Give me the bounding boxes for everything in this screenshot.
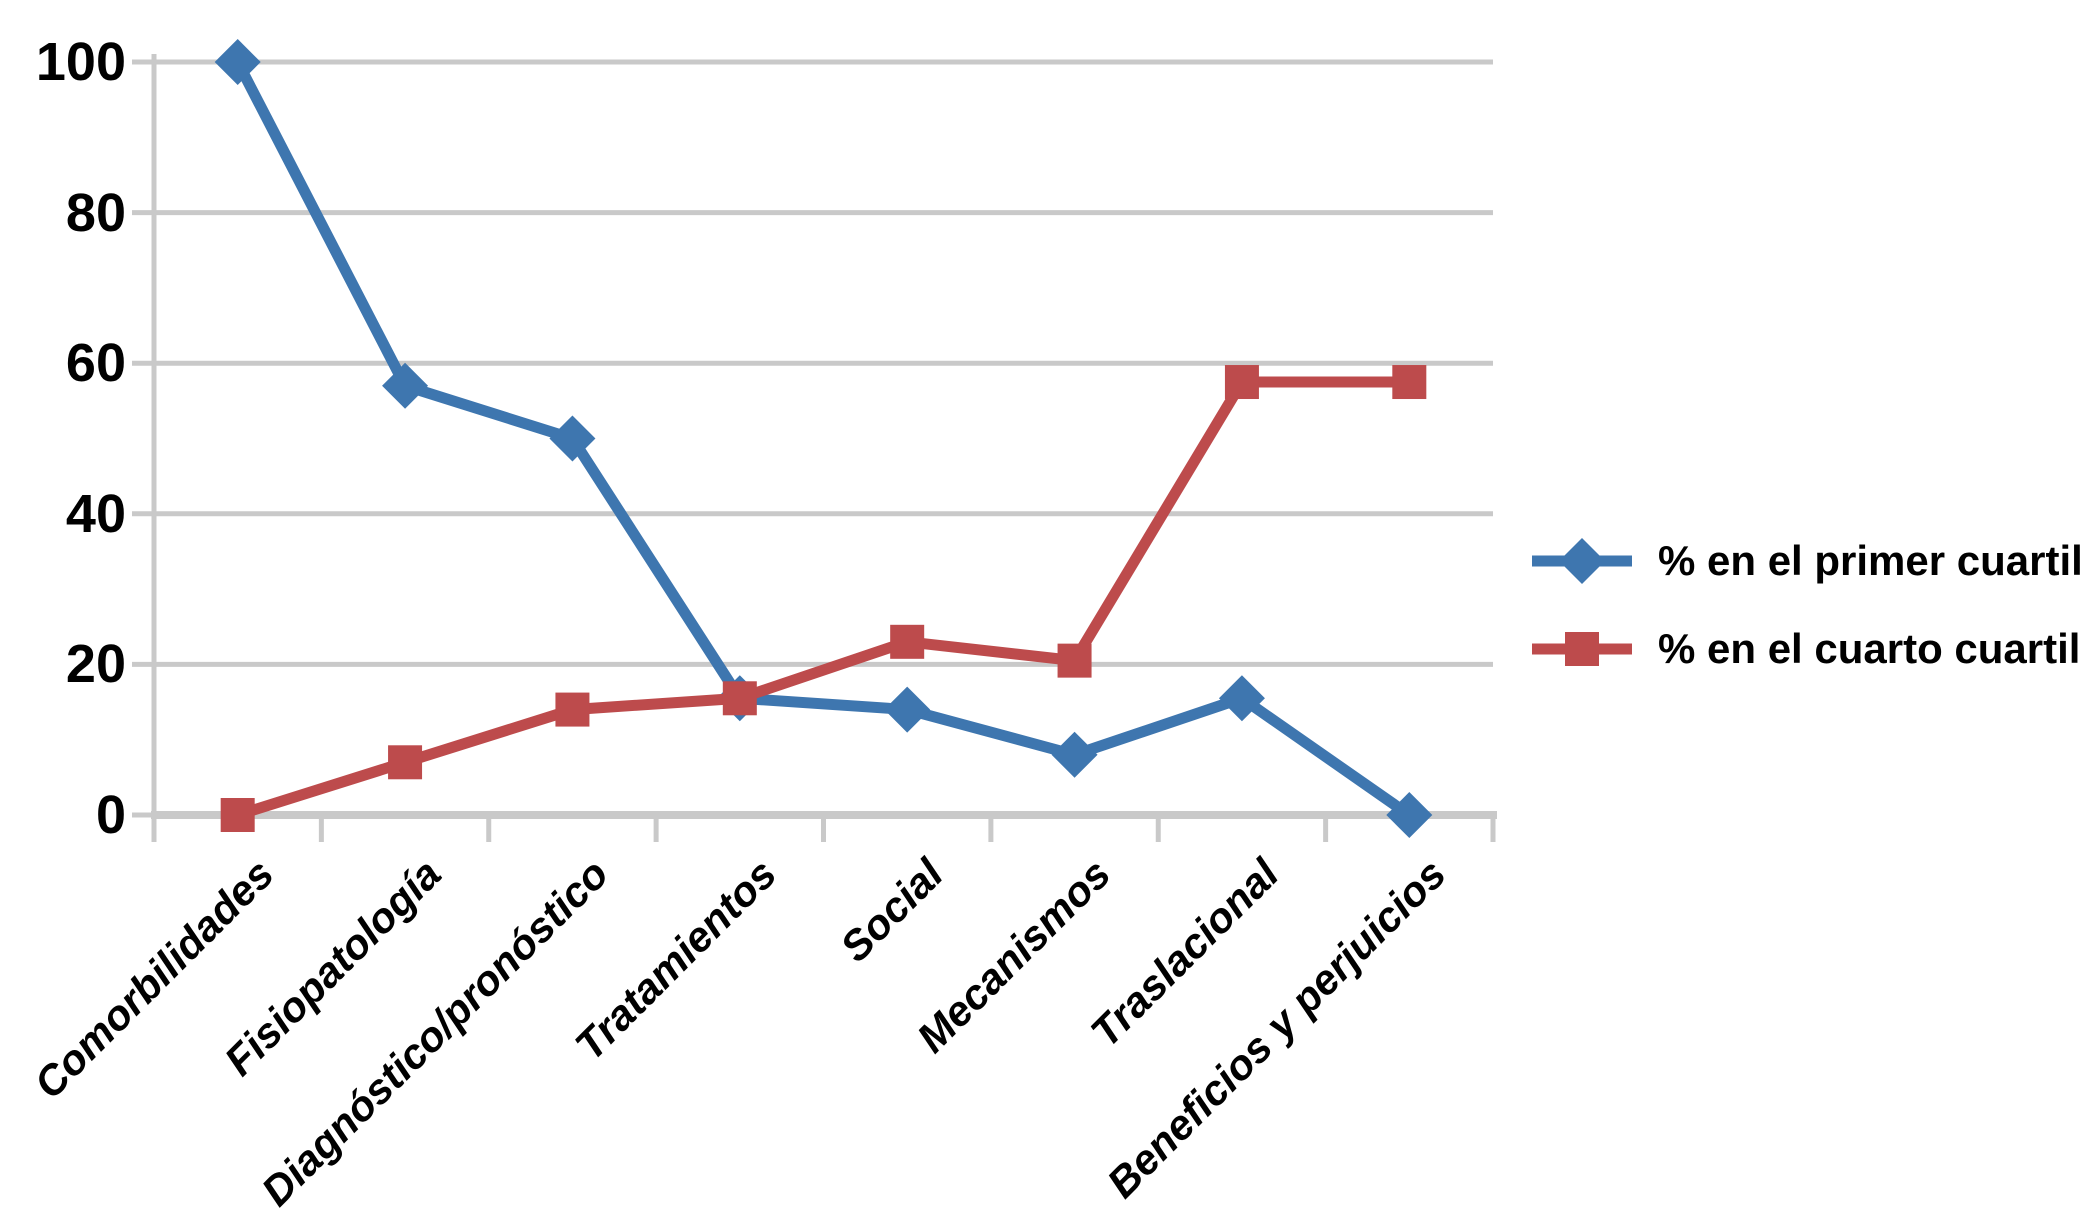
data-point-marker — [1051, 731, 1098, 778]
data-point-marker — [890, 624, 925, 659]
y-axis-tick-label: 60 — [65, 333, 126, 394]
legend-swatch-marker — [1565, 632, 1599, 666]
series-1 — [214, 39, 1433, 838]
legend-label-cuarto-cuartil: % en el cuarto cuartil — [1658, 625, 2081, 672]
legend-item-primer-cuartil: % en el primer cuartil — [1532, 533, 2083, 589]
series-line — [236, 376, 1410, 821]
y-axis-tick-label: 80 — [65, 182, 126, 243]
y-axis-tick-label: 20 — [65, 634, 126, 695]
legend-marker-square-icon — [1532, 632, 1632, 666]
data-point-marker — [382, 362, 429, 409]
legend-marker-diamond-icon — [1532, 538, 1632, 584]
data-point-marker — [1392, 365, 1427, 400]
data-point-marker — [1057, 643, 1092, 678]
data-point-marker — [1386, 792, 1433, 838]
legend-item-cuarto-cuartil: % en el cuarto cuartil — [1532, 621, 2083, 677]
data-point-marker — [549, 415, 596, 462]
data-point-marker — [722, 681, 757, 716]
y-axis-tick-label: 100 — [35, 32, 126, 92]
y-axis-tick-label: 40 — [65, 483, 126, 544]
legend-swatch-marker — [1559, 538, 1605, 584]
data-point-marker — [388, 745, 423, 780]
series-2 — [220, 365, 1427, 832]
series-line — [232, 59, 1413, 820]
y-axis-tick-label: 0 — [95, 785, 126, 845]
legend: % en el primer cuartil % en el cuarto cu… — [1532, 533, 2083, 677]
data-point-marker — [884, 686, 931, 733]
data-point-marker — [1224, 365, 1259, 400]
data-point-marker — [1218, 675, 1265, 722]
data-point-marker — [220, 798, 255, 832]
data-point-marker — [555, 692, 590, 727]
data-point-marker — [214, 39, 261, 85]
legend-label-primer-cuartil: % en el primer cuartil — [1658, 537, 2083, 584]
